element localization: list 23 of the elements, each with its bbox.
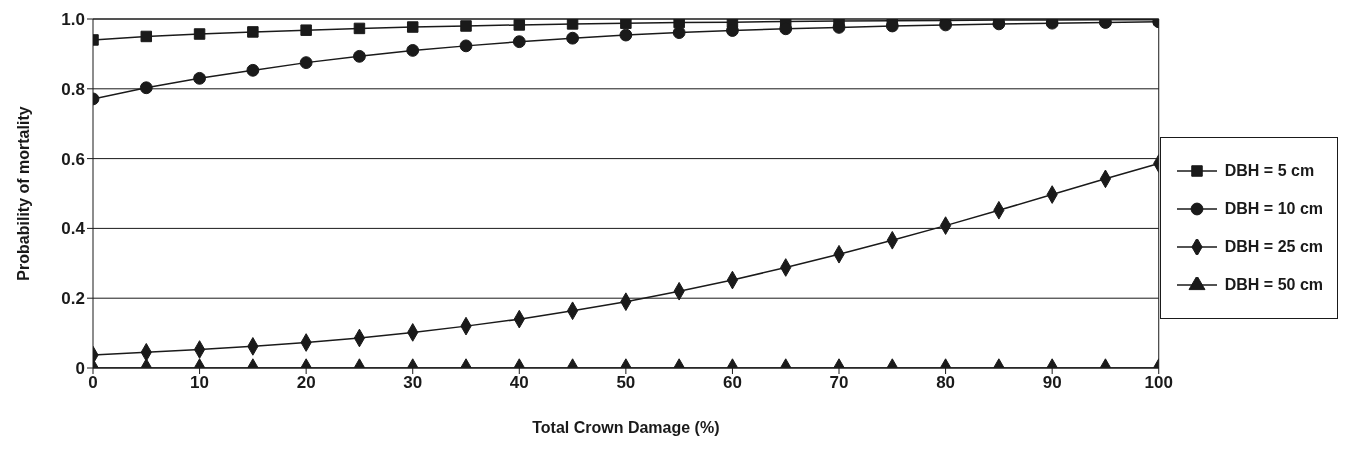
- legend-label: DBH = 10 cm: [1224, 199, 1323, 219]
- x-tick-label: 90: [1042, 373, 1062, 393]
- x-tick-label: 40: [509, 373, 529, 393]
- y-axis-title: Probability of mortality: [14, 106, 32, 281]
- legend-label: DBH = 5 cm: [1224, 161, 1315, 181]
- legend-label: DBH = 25 cm: [1224, 237, 1323, 257]
- x-tick-label: 0: [88, 373, 98, 393]
- x-tick-label: 20: [296, 373, 316, 393]
- y-tick-label: 0.4: [61, 219, 86, 239]
- x-tick-label: 80: [936, 373, 956, 393]
- y-tick-label: 1.0: [61, 10, 85, 30]
- x-tick-label: 70: [829, 373, 849, 393]
- x-tick-label: 50: [616, 373, 636, 393]
- y-tick-label: 0.6: [61, 149, 85, 169]
- x-tick-label: 100: [1144, 373, 1173, 393]
- y-tick-label: 0.2: [61, 289, 85, 309]
- x-tick-label: 60: [722, 373, 742, 393]
- y-tick-label: 0.8: [61, 79, 85, 99]
- x-axis-title: Total Crown Damage (%): [532, 419, 720, 436]
- y-tick-label: 0: [75, 359, 85, 379]
- legend-label: DBH = 50 cm: [1224, 275, 1323, 295]
- x-tick-label: 30: [403, 373, 423, 393]
- x-tick-label: 10: [190, 373, 210, 393]
